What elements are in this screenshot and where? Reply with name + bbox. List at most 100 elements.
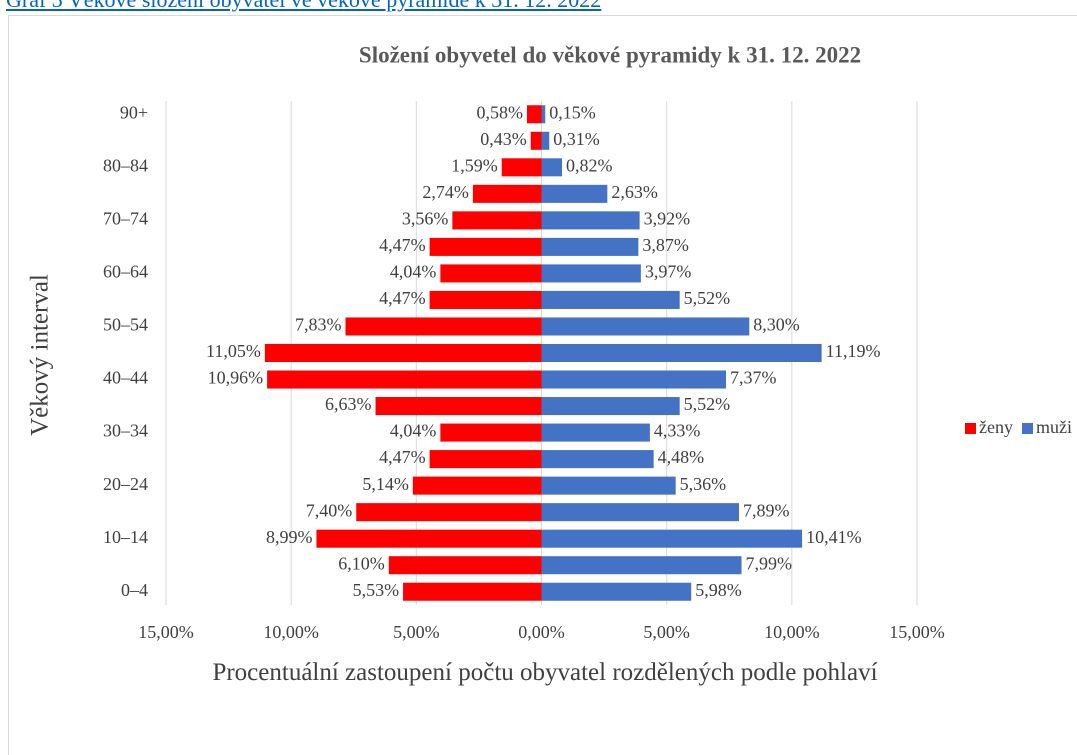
data-label: 6,63% xyxy=(325,394,372,414)
bar xyxy=(541,397,680,416)
x-tick-label: 15,00% xyxy=(889,622,945,642)
y-tick-label: 30–34 xyxy=(103,421,148,441)
bar xyxy=(541,317,750,336)
bar xyxy=(452,211,542,230)
data-label: 3,92% xyxy=(644,208,691,228)
y-tick-label: 70–74 xyxy=(103,208,148,228)
data-label: 4,47% xyxy=(379,235,426,255)
data-label: 2,74% xyxy=(422,182,469,202)
data-label: 2,63% xyxy=(611,182,658,202)
data-label: 0,43% xyxy=(480,129,527,149)
bar xyxy=(440,264,542,283)
y-tick-label: 90+ xyxy=(120,102,148,122)
x-tick-label: 10,00% xyxy=(263,622,319,642)
data-label: 0,58% xyxy=(476,102,523,122)
bar xyxy=(541,556,742,575)
bar xyxy=(541,503,740,522)
data-label: 8,99% xyxy=(266,527,313,547)
data-label: 7,40% xyxy=(306,500,353,520)
bar xyxy=(429,290,542,309)
data-label: 0,31% xyxy=(553,129,600,149)
bar xyxy=(440,423,542,442)
data-label: 5,98% xyxy=(695,580,742,600)
chart-title: Složení obyvetel do věkové pyramidy k 31… xyxy=(359,42,861,67)
data-label: 5,52% xyxy=(684,394,731,414)
y-tick-label: 10–14 xyxy=(103,527,148,547)
data-label: 7,99% xyxy=(746,553,793,573)
bar xyxy=(541,158,563,177)
bar xyxy=(267,370,542,389)
bar xyxy=(541,529,803,548)
data-label: 4,04% xyxy=(390,421,437,441)
data-label: 10,41% xyxy=(806,527,862,547)
bar xyxy=(429,450,542,469)
bar xyxy=(541,423,650,442)
bar xyxy=(541,105,546,124)
bar xyxy=(388,556,542,575)
x-tick-label: 5,00% xyxy=(393,622,440,642)
bar xyxy=(541,343,822,363)
y-tick-label: 0–4 xyxy=(121,580,148,600)
y-tick-label: 60–64 xyxy=(103,262,148,282)
bar xyxy=(541,211,640,230)
bar xyxy=(541,582,692,601)
x-axis-label: Procentuální zastoupení počtu obyvatel r… xyxy=(212,659,878,686)
legend-label: muži xyxy=(1036,417,1072,437)
bar xyxy=(403,582,542,601)
data-label: 3,56% xyxy=(402,208,449,228)
bar xyxy=(541,264,641,283)
data-label: 6,10% xyxy=(338,553,385,573)
bar xyxy=(356,503,542,522)
data-label: 4,48% xyxy=(658,447,705,467)
data-label: 1,59% xyxy=(451,155,498,175)
y-tick-label: 40–44 xyxy=(103,368,148,388)
bar xyxy=(264,343,542,363)
bar xyxy=(429,237,542,256)
bar xyxy=(526,105,542,124)
data-label: 4,47% xyxy=(379,288,426,308)
data-label: 3,87% xyxy=(642,235,689,255)
data-label: 11,05% xyxy=(206,341,261,361)
data-label: 7,37% xyxy=(730,368,777,388)
x-tick-label: 5,00% xyxy=(643,622,690,642)
x-tick-label: 0,00% xyxy=(518,622,565,642)
caption-link[interactable]: Graf 3 Věkové složení obyvatel ve věkové… xyxy=(6,0,601,13)
bar xyxy=(316,529,542,548)
data-label: 5,53% xyxy=(353,580,400,600)
x-tick-label: 15,00% xyxy=(138,622,194,642)
data-label: 4,47% xyxy=(379,447,426,467)
y-tick-label: 20–24 xyxy=(103,474,148,494)
data-label: 4,33% xyxy=(654,421,701,441)
bar xyxy=(541,290,680,309)
data-label: 5,36% xyxy=(680,474,727,494)
data-label: 3,97% xyxy=(645,262,692,282)
x-tick-label: 10,00% xyxy=(764,622,820,642)
legend-label: ženy xyxy=(979,417,1013,437)
legend-swatch xyxy=(965,423,976,434)
y-tick-label: 80–84 xyxy=(103,155,148,175)
data-label: 10,96% xyxy=(208,368,264,388)
data-label: 5,14% xyxy=(362,474,409,494)
bar xyxy=(541,237,639,256)
data-label: 0,82% xyxy=(566,155,613,175)
bar xyxy=(541,476,676,495)
data-label: 4,04% xyxy=(390,262,437,282)
bar xyxy=(530,131,542,150)
data-label: 7,83% xyxy=(295,315,342,335)
data-label: 7,89% xyxy=(743,500,790,520)
bar xyxy=(412,476,542,495)
y-axis-label: Věkový interval xyxy=(27,274,54,436)
bar xyxy=(345,317,542,336)
data-label: 8,30% xyxy=(753,315,800,335)
y-tick-label: 50–54 xyxy=(103,315,148,335)
bar xyxy=(375,397,542,416)
bar xyxy=(541,370,726,389)
bar xyxy=(501,158,542,177)
legend-swatch xyxy=(1021,423,1033,434)
bar xyxy=(541,131,550,150)
bar xyxy=(541,450,654,469)
bar xyxy=(541,184,608,203)
data-label: 11,19% xyxy=(826,341,881,361)
